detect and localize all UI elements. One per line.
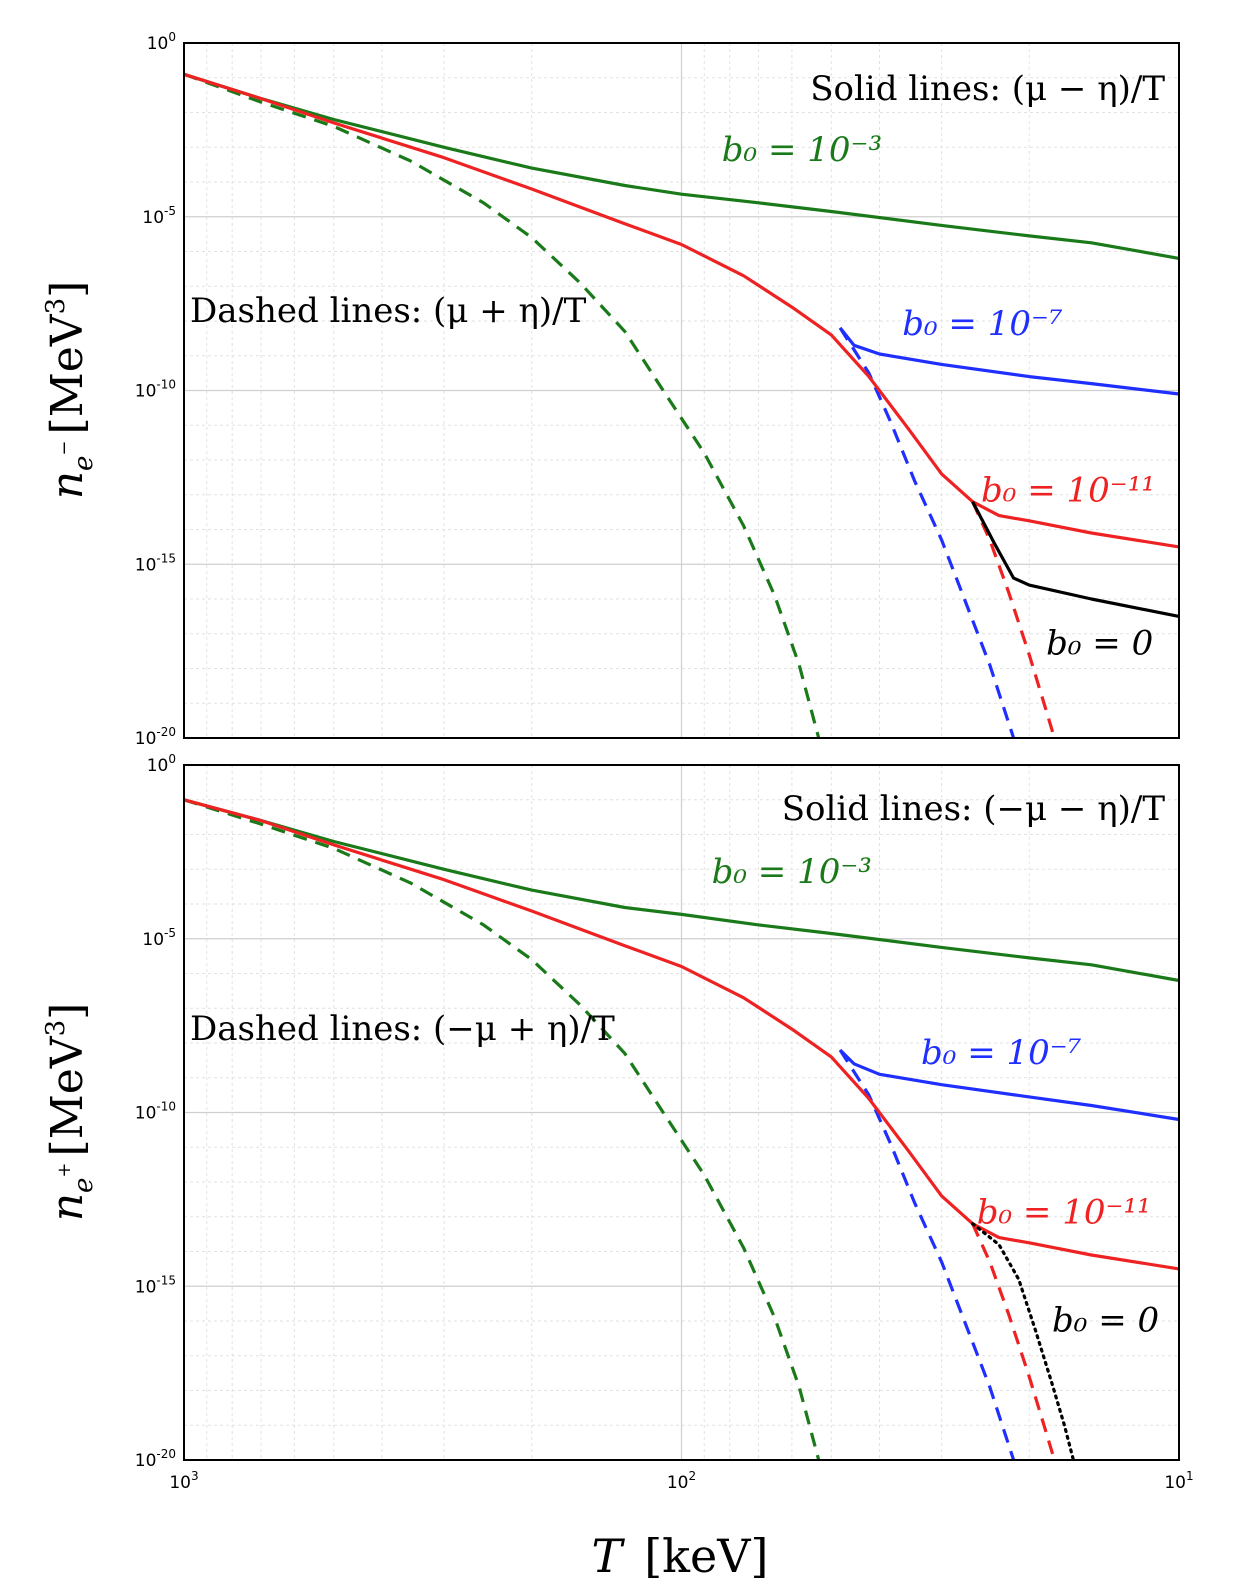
y-label-sup: − xyxy=(54,440,75,455)
y-tick-label: 10-15 xyxy=(135,551,176,575)
series-line xyxy=(971,501,1056,739)
y-tick-label: 10-20 xyxy=(135,725,176,749)
y-label-unit: [MeV xyxy=(42,313,93,434)
y-label-var: n xyxy=(42,1193,93,1221)
y-axis-label: ne+ [MeV3] xyxy=(41,1003,99,1222)
y-label-unit-exp: 3 xyxy=(41,298,71,315)
y-tick-label: 100 xyxy=(147,30,176,54)
series-label: b₀ = 10⁻⁷ xyxy=(921,1033,1082,1073)
series-line xyxy=(838,1048,1180,1122)
y-label-sub: e xyxy=(69,456,99,471)
series-labels: b₀ = 10⁻³ b₀ = 10⁻⁷ b₀ = 10⁻¹¹ b₀ = 0 xyxy=(712,852,1160,1340)
plot-frame xyxy=(183,764,1180,1461)
y-tick-label: 10-10 xyxy=(135,1100,176,1124)
series-label: b₀ = 0 xyxy=(1046,624,1153,664)
series-label: b₀ = 10⁻¹¹ xyxy=(977,1193,1151,1233)
y-label-var: n xyxy=(42,471,93,499)
x-tick-labels: 103 102 101 xyxy=(169,1469,1193,1493)
y-label-sub: e xyxy=(69,1178,99,1193)
x-axis-label: T [keV] xyxy=(592,1529,769,1583)
annotation-solid: Solid lines: (−μ − η)/T xyxy=(782,789,1166,829)
series-line xyxy=(838,1049,1016,1461)
series-line xyxy=(971,500,1180,618)
series-label: b₀ = 10⁻³ xyxy=(712,852,872,892)
series-label: b₀ = 10⁻¹¹ xyxy=(981,471,1155,511)
series-layer xyxy=(183,72,1180,739)
y-tick-labels: 100 10-5 10-10 10-15 10-20 xyxy=(135,30,176,749)
series-line xyxy=(183,798,1180,1271)
series-line xyxy=(183,72,1180,549)
x-tick-label: 102 xyxy=(667,1469,696,1493)
series-line xyxy=(183,798,1180,983)
series-line xyxy=(838,326,1180,396)
series-layer xyxy=(183,798,1180,1462)
x-label-unit: [keV] xyxy=(644,1529,768,1583)
grid xyxy=(183,764,1180,1461)
y-tick-label: 10-15 xyxy=(135,1273,176,1297)
y-label-unit: [MeV xyxy=(42,1035,93,1156)
series-line xyxy=(183,72,821,739)
series-line xyxy=(971,1223,1056,1461)
series-line xyxy=(838,327,1016,739)
x-label-var: T xyxy=(592,1529,626,1583)
series-label: b₀ = 0 xyxy=(1052,1300,1159,1340)
series-labels: b₀ = 10⁻³ b₀ = 10⁻⁷ b₀ = 10⁻¹¹ b₀ = 0 xyxy=(722,130,1155,663)
x-tick-label: 101 xyxy=(1164,1469,1193,1493)
y-label-unit-exp: 3 xyxy=(41,1020,71,1037)
y-tick-label: 10-10 xyxy=(135,378,176,402)
series-label: b₀ = 10⁻³ xyxy=(722,130,882,170)
annotation-dashed: Dashed lines: (μ + η)/T xyxy=(190,291,587,331)
panel-bottom: 100 10-5 10-10 10-15 10-20 103 102 101 b₀ = 10… xyxy=(41,752,1194,1493)
series-line xyxy=(971,1222,1075,1462)
y-tick-labels: 100 10-5 10-10 10-15 10-20 xyxy=(135,752,176,1471)
series-line xyxy=(183,72,1180,260)
series-label: b₀ = 10⁻⁷ xyxy=(902,304,1063,344)
y-tick-label: 10-20 xyxy=(135,1447,176,1471)
x-tick-label: 103 xyxy=(169,1469,198,1493)
y-label-close: ] xyxy=(42,1003,93,1020)
plot-frame xyxy=(183,42,1180,739)
y-tick-label: 100 xyxy=(147,752,176,776)
y-label-close: ] xyxy=(42,281,93,298)
annotation-solid: Solid lines: (μ − η)/T xyxy=(810,69,1165,109)
y-label-sup: + xyxy=(54,1162,75,1177)
annotation-dashed: Dashed lines: (−μ + η)/T xyxy=(190,1009,615,1049)
series-line xyxy=(183,798,821,1461)
y-axis-label: ne− [MeV3] xyxy=(41,281,99,500)
y-tick-label: 10-5 xyxy=(142,926,176,950)
y-tick-label: 10-5 xyxy=(142,204,176,228)
